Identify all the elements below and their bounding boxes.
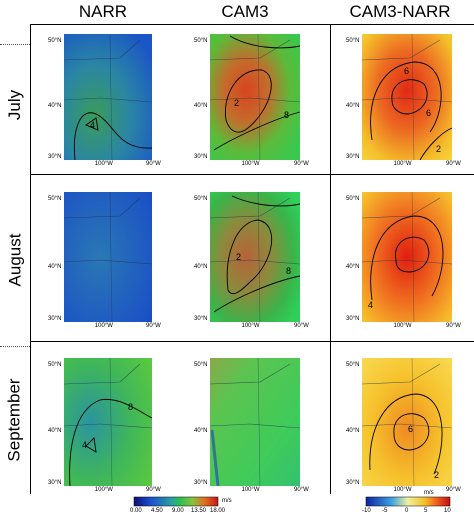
grid-line-row1 (30, 174, 474, 175)
panel-cam3-august (209, 191, 301, 323)
lat-label-mid-cam3-august: 40°N (194, 263, 208, 270)
lon-label-right-diff-august: 90°W (446, 323, 461, 329)
panel-diff-july (361, 33, 453, 161)
lat-label-bottom-cam3-july: 30°N (194, 154, 208, 160)
contour-label-diff-september-0: 6 (408, 424, 414, 434)
lon-label-left-narr-july: 100°W (94, 161, 113, 167)
contour-label-narr-september-0: 8 (128, 402, 134, 412)
contour-label-cam3-july-1: 8 (284, 110, 290, 120)
cbar-main-tick-0: 0.00 (130, 508, 142, 514)
contour-label-diff-july-2: 2 (436, 144, 442, 154)
cbar-diff-unit: m/s (424, 490, 434, 496)
dotted-guide-2 (0, 346, 30, 347)
cbar-diff-tick-4: 10 (444, 508, 451, 514)
lat-label-mid-narr-august: 40°N (48, 263, 62, 270)
panel-diff-september (361, 357, 453, 487)
lon-label-left-narr-august: 100°W (94, 323, 113, 329)
panel-narr-september (63, 357, 153, 487)
lat-label-bottom-narr-september: 30°N (48, 480, 62, 486)
cbar-diff-tick-1: -5 (382, 508, 388, 514)
colorbar-diff (365, 496, 451, 507)
lat-label-bottom-diff-july: 30°N (346, 154, 360, 160)
lat-label-bottom-cam3-august: 30°N (194, 316, 208, 322)
lon-label-left-diff-august: 100°W (393, 323, 412, 329)
grid-line-diff (330, 24, 331, 494)
lat-label-top-narr-september: 50°N (48, 362, 62, 368)
panel-cam3-september (209, 357, 301, 487)
lat-label-top-diff-july: 50°N (346, 38, 360, 44)
lon-label-left-cam3-july: 100°W (241, 161, 260, 167)
contour-label-narr-september-1: 4 (82, 440, 88, 450)
lon-label-right-narr-september: 90°W (146, 487, 161, 493)
lon-label-right-narr-august: 90°W (146, 323, 161, 329)
grid-line-top (30, 24, 474, 25)
column-title-diff: CAM3-NARR (349, 2, 451, 21)
cbar-main-tick-2: 9.00 (172, 508, 184, 514)
lon-label-right-cam3-august: 90°W (294, 323, 309, 329)
panel-cam3-july (209, 33, 301, 161)
contour-label-diff-august-0: 4 (368, 300, 374, 310)
lat-label-top-diff-september: 50°N (346, 362, 360, 368)
colorbar-main (133, 496, 219, 507)
lon-label-right-cam3-july: 90°W (294, 161, 309, 167)
contour-label-diff-july-0: 6 (404, 66, 410, 76)
cbar-diff-tick-3: 5 (424, 508, 428, 514)
contour-label-diff-september-1: 2 (434, 470, 440, 480)
cbar-main-tick-3: 13.50 (191, 508, 207, 514)
lat-label-bottom-diff-august: 30°N (346, 316, 360, 322)
cbar-main-tick-4: 18.00 (210, 508, 226, 514)
lon-label-left-cam3-august: 100°W (241, 323, 260, 329)
lat-label-mid-diff-july: 40°N (346, 103, 360, 110)
lat-label-bottom-narr-august: 30°N (48, 316, 62, 322)
panel-narr-august (63, 191, 153, 323)
contour-label-cam3-july-0: 2 (234, 98, 240, 108)
lat-label-top-cam3-august: 50°N (194, 196, 208, 202)
lat-label-top-narr-august: 50°N (48, 196, 62, 202)
contour-label-diff-july-1: 6 (426, 108, 432, 118)
cbar-main-unit: m/s (222, 498, 232, 504)
lat-label-top-diff-august: 50°N (346, 196, 360, 202)
lat-label-bottom-cam3-september: 30°N (194, 480, 208, 486)
grid-line-left (30, 24, 31, 494)
column-title-cam3: CAM3 (221, 2, 269, 21)
cbar-diff-tick-0: -10 (362, 508, 371, 514)
lon-label-right-narr-july: 90°W (146, 161, 161, 167)
cbar-diff-tick-2: 0 (405, 508, 409, 514)
lat-label-mid-narr-july: 40°N (48, 103, 62, 110)
lat-label-mid-cam3-september: 40°N (194, 428, 208, 435)
lon-label-left-cam3-september: 100°W (241, 487, 260, 493)
lon-label-left-narr-september: 100°W (94, 487, 113, 493)
contour-label-narr-july-0: 4 (90, 120, 96, 130)
lat-label-mid-diff-august: 40°N (346, 263, 360, 270)
lat-label-mid-narr-september: 40°N (48, 428, 62, 435)
lat-label-top-cam3-september: 50°N (194, 362, 208, 368)
lat-label-mid-diff-september: 40°N (346, 428, 360, 435)
lat-label-bottom-narr-july: 30°N (48, 154, 62, 160)
lon-label-right-diff-july: 90°W (446, 161, 461, 167)
panel-narr-july (63, 33, 153, 161)
cbar-main-tick-1: 4.50 (151, 508, 163, 514)
lon-label-left-diff-september: 100°W (393, 487, 412, 493)
lat-label-mid-cam3-july: 40°N (194, 103, 208, 110)
contour-label-cam3-august-0: 2 (236, 252, 242, 262)
lon-label-left-diff-july: 100°W (393, 161, 412, 167)
lat-label-top-cam3-july: 50°N (194, 38, 208, 44)
column-title-narr: NARR (78, 2, 128, 21)
lat-label-bottom-diff-september: 30°N (346, 480, 360, 486)
panel-diff-august (361, 191, 453, 323)
contour-label-cam3-august-1: 8 (286, 266, 292, 276)
dotted-guide-1 (0, 44, 30, 45)
lon-label-right-cam3-september: 90°W (294, 487, 309, 493)
lat-label-top-narr-july: 50°N (48, 38, 62, 44)
lon-label-right-diff-september: 90°W (446, 487, 461, 493)
grid-line-row2 (30, 341, 474, 342)
